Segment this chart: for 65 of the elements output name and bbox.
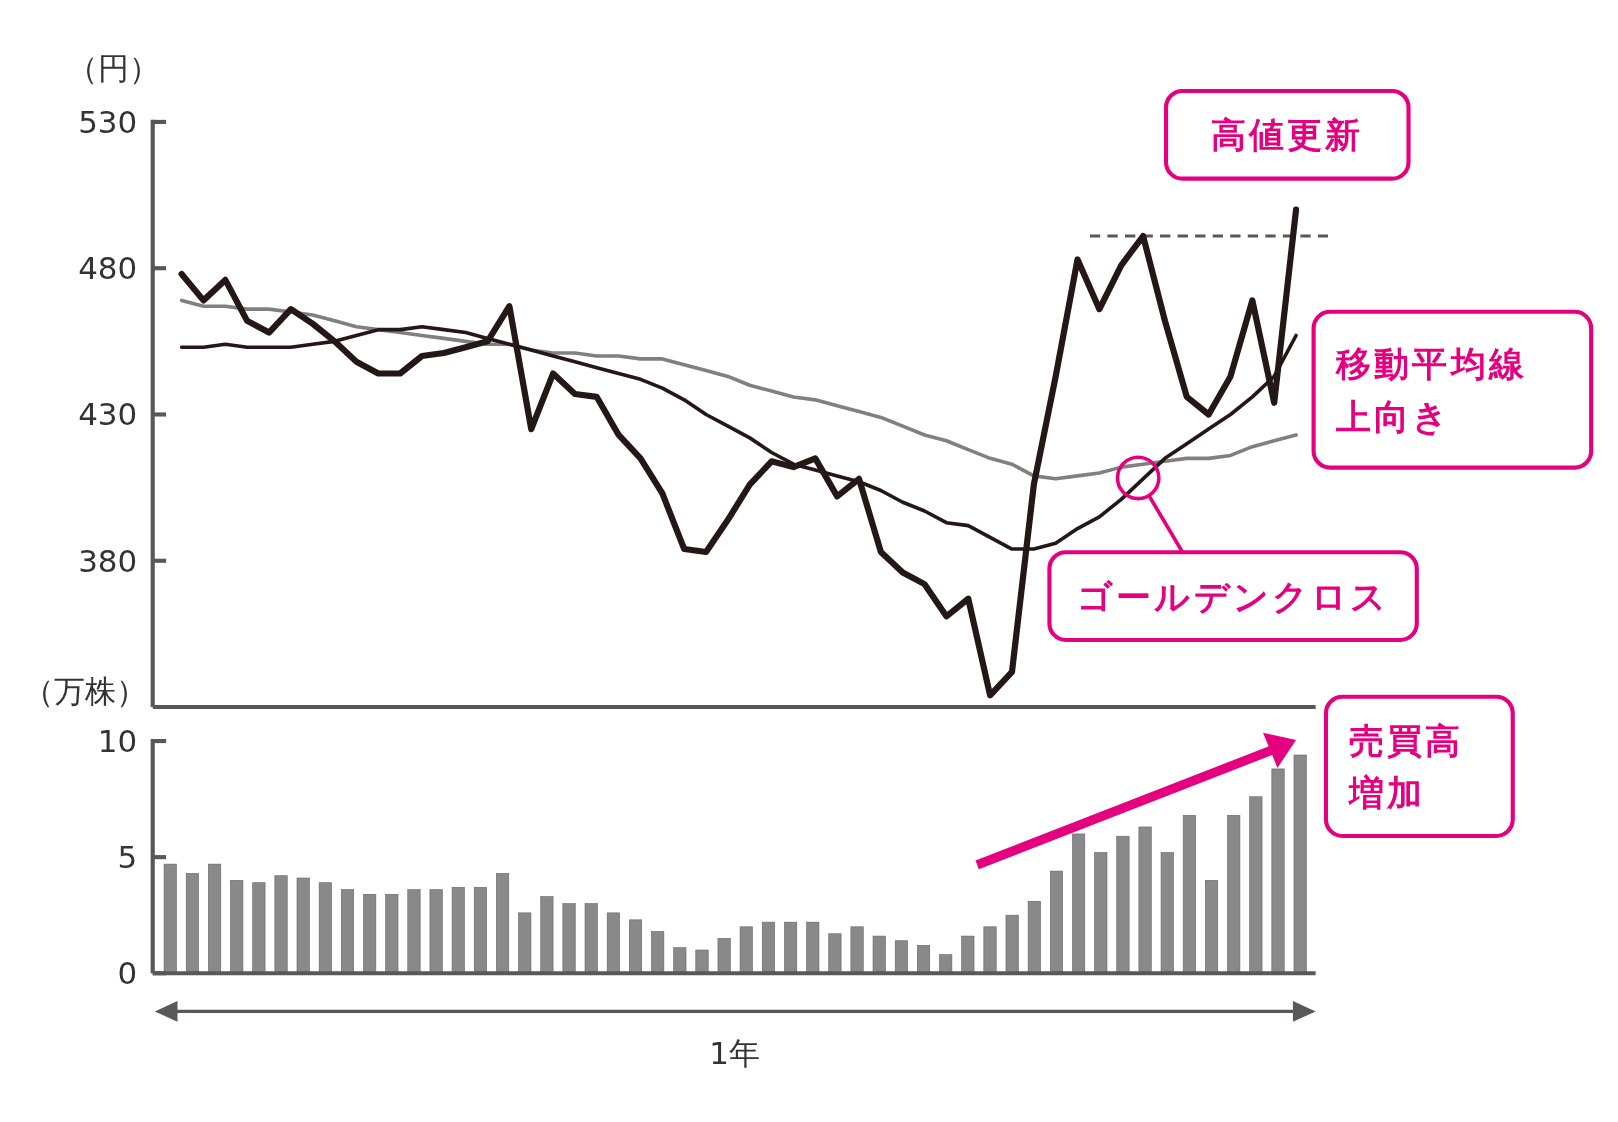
bar [1160, 852, 1174, 974]
bar [828, 933, 842, 974]
bar [185, 873, 199, 974]
bar [296, 877, 310, 974]
bar [584, 903, 598, 974]
bar [917, 945, 931, 974]
bar [606, 912, 620, 974]
bar [695, 949, 709, 974]
bar [784, 921, 798, 974]
bar [1049, 870, 1063, 974]
bar [629, 919, 643, 974]
bar [318, 882, 332, 974]
bar [473, 887, 487, 974]
bar [230, 880, 244, 974]
bar [673, 947, 687, 974]
bar [651, 931, 665, 974]
bar [407, 889, 421, 974]
bar [850, 926, 864, 974]
x-axis-title: 1年 [709, 1034, 761, 1071]
text: 売買高増加 [1346, 719, 1463, 814]
bar [1005, 914, 1019, 974]
text: 移動平均線上向き [1335, 342, 1527, 437]
bar [1072, 833, 1086, 974]
bar [1027, 900, 1041, 974]
y-tick-label: 5 [117, 839, 138, 876]
y-tick-label: 430 [78, 396, 138, 433]
bar [496, 873, 510, 974]
bar [1205, 880, 1219, 974]
annotation: ゴールデンクロス [1077, 575, 1389, 617]
bar [717, 938, 731, 974]
bar [1227, 815, 1241, 974]
bar [872, 935, 886, 974]
bar [385, 893, 399, 974]
y-tick-label: 530 [78, 103, 138, 140]
y-tick-label: 480 [78, 250, 138, 287]
bar [163, 863, 177, 974]
bar [1293, 754, 1307, 974]
bar [961, 935, 975, 974]
bar [761, 921, 775, 974]
y-tick-label: 10 [97, 723, 138, 760]
bar [1116, 835, 1130, 974]
bar [274, 875, 288, 974]
bar [894, 940, 908, 974]
bar [1249, 796, 1263, 974]
bar [562, 903, 576, 974]
y-tick-label: 380 [78, 542, 138, 579]
bar [806, 921, 820, 974]
bar [451, 887, 465, 974]
bar [739, 926, 753, 974]
y-tick-label: 0 [117, 955, 138, 992]
bar [939, 954, 953, 974]
bar [518, 912, 532, 974]
bar [208, 863, 222, 974]
bar [540, 896, 554, 974]
y-axis-title: （円） [67, 49, 161, 86]
bar [341, 889, 355, 974]
bar [1094, 852, 1108, 974]
bar [1138, 826, 1152, 974]
bar [1182, 815, 1196, 974]
bar [429, 889, 443, 974]
bar [363, 893, 377, 974]
bar [252, 882, 266, 974]
bar [983, 926, 997, 974]
y-axis-title: （万株） [22, 672, 147, 709]
annotation: 高値更新 [1211, 114, 1364, 156]
